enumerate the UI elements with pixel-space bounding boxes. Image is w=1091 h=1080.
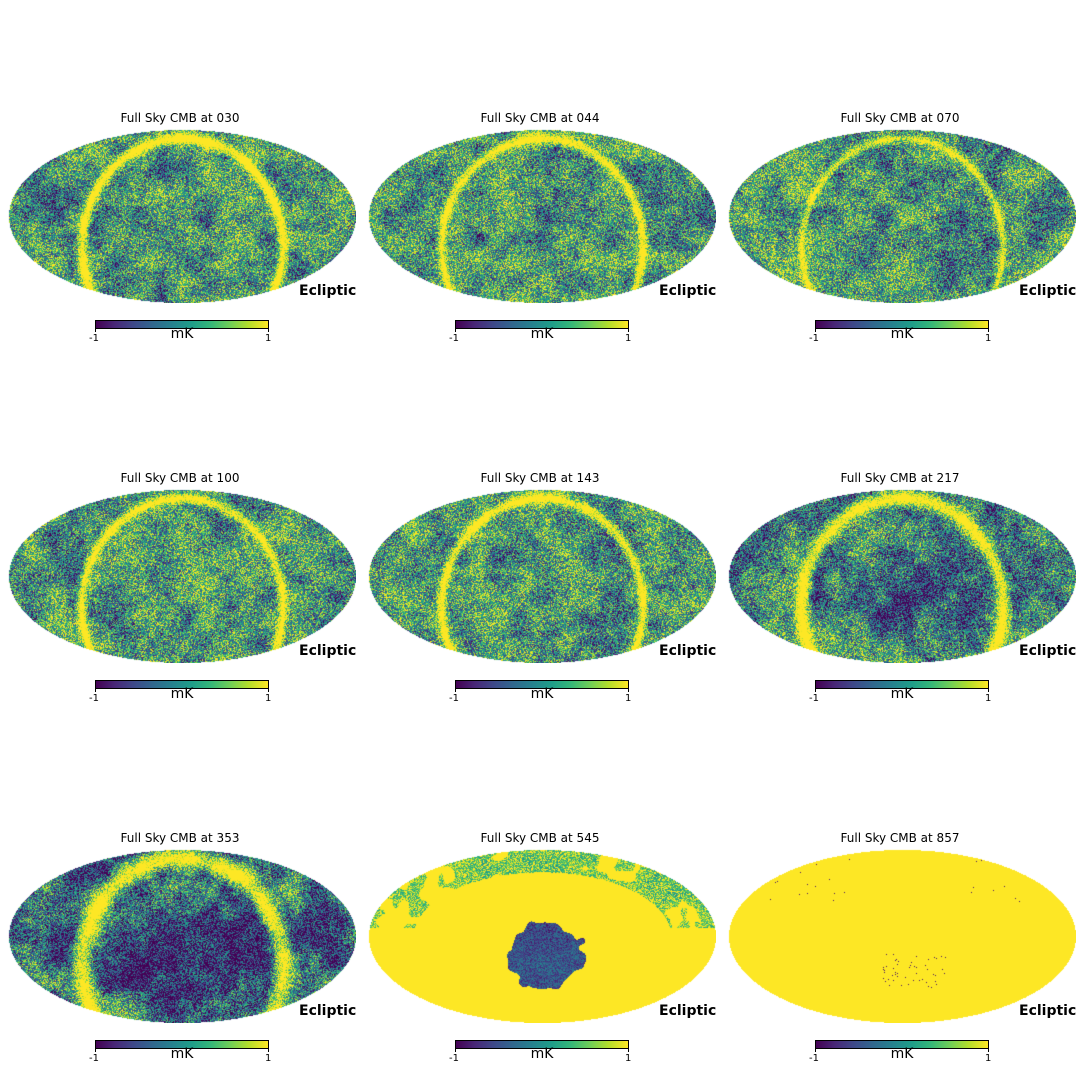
- colorbar-tick: [988, 689, 989, 692]
- colorbar-min-label: -1: [449, 333, 459, 344]
- colorbar: [95, 1040, 269, 1049]
- colorbar-unit-label: mK: [170, 1046, 194, 1062]
- colorbar-max-label: 1: [625, 333, 632, 344]
- colorbar-tick: [455, 329, 456, 332]
- projection-label: Ecliptic: [299, 283, 357, 299]
- colorbar-unit-label: mK: [530, 326, 554, 342]
- colorbar-tick: [628, 689, 629, 692]
- colorbar-tick: [815, 1049, 816, 1052]
- mollweide-sky-map: [368, 129, 716, 303]
- colorbar: [455, 680, 629, 689]
- mollweide-sky-map: [368, 489, 716, 663]
- sky-map-panel: Full Sky CMB at 044 Ecliptic -1 1 mK: [360, 110, 720, 360]
- colorbar: [815, 1040, 989, 1049]
- colorbar-unit-label: mK: [890, 1046, 914, 1062]
- projection-label: Ecliptic: [1019, 283, 1077, 299]
- panel-title: Full Sky CMB at 353: [120, 831, 240, 845]
- projection-label: Ecliptic: [299, 1003, 357, 1019]
- colorbar-unit-label: mK: [170, 326, 194, 342]
- colorbar-unit-label: mK: [890, 326, 914, 342]
- colorbar-unit-label: mK: [170, 686, 194, 702]
- mollweide-sky-map: [8, 489, 356, 663]
- colorbar-min-label: -1: [449, 1053, 459, 1064]
- colorbar-unit-label: mK: [530, 1046, 554, 1062]
- colorbar-min-label: -1: [89, 1053, 99, 1064]
- colorbar-min-label: -1: [809, 693, 819, 704]
- colorbar-unit-label: mK: [530, 686, 554, 702]
- colorbar: [815, 320, 989, 329]
- colorbar-tick: [455, 689, 456, 692]
- colorbar-tick: [455, 1049, 456, 1052]
- colorbar: [95, 320, 269, 329]
- sky-map-panel: Full Sky CMB at 217 Ecliptic -1 1 mK: [720, 470, 1080, 720]
- projection-label: Ecliptic: [659, 1003, 717, 1019]
- colorbar-max-label: 1: [985, 1053, 992, 1064]
- projection-label: Ecliptic: [659, 643, 717, 659]
- mollweide-sky-map: [368, 849, 716, 1023]
- panel-title: Full Sky CMB at 070: [840, 111, 960, 125]
- projection-label: Ecliptic: [1019, 1003, 1077, 1019]
- panel-title: Full Sky CMB at 857: [840, 831, 960, 845]
- mollweide-sky-map: [8, 849, 356, 1023]
- colorbar-max-label: 1: [265, 1053, 272, 1064]
- colorbar: [455, 1040, 629, 1049]
- projection-label: Ecliptic: [659, 283, 717, 299]
- panel-title: Full Sky CMB at 030: [120, 111, 240, 125]
- sky-map-panel: Full Sky CMB at 070 Ecliptic -1 1 mK: [720, 110, 1080, 360]
- mollweide-sky-map: [8, 129, 356, 303]
- panel-title: Full Sky CMB at 217: [840, 471, 960, 485]
- colorbar-tick: [815, 689, 816, 692]
- colorbar-tick: [268, 329, 269, 332]
- panel-title: Full Sky CMB at 143: [480, 471, 600, 485]
- mollweide-sky-map: [728, 129, 1076, 303]
- sky-map-panel: Full Sky CMB at 143 Ecliptic -1 1 mK: [360, 470, 720, 720]
- colorbar: [815, 680, 989, 689]
- colorbar-min-label: -1: [89, 333, 99, 344]
- panel-title: Full Sky CMB at 545: [480, 831, 600, 845]
- colorbar-tick: [95, 329, 96, 332]
- colorbar-max-label: 1: [625, 1053, 632, 1064]
- colorbar-max-label: 1: [265, 333, 272, 344]
- colorbar-tick: [815, 329, 816, 332]
- colorbar-min-label: -1: [449, 693, 459, 704]
- colorbar-tick: [988, 329, 989, 332]
- colorbar-max-label: 1: [625, 693, 632, 704]
- projection-label: Ecliptic: [299, 643, 357, 659]
- panel-title: Full Sky CMB at 100: [120, 471, 240, 485]
- colorbar-tick: [268, 1049, 269, 1052]
- sky-map-panel: Full Sky CMB at 857 Ecliptic -1 1 mK: [720, 830, 1080, 1080]
- colorbar-min-label: -1: [89, 693, 99, 704]
- colorbar-min-label: -1: [809, 333, 819, 344]
- colorbar: [95, 680, 269, 689]
- sky-map-panel: Full Sky CMB at 100 Ecliptic -1 1 mK: [0, 470, 360, 720]
- projection-label: Ecliptic: [1019, 643, 1077, 659]
- mollweide-sky-map: [728, 489, 1076, 663]
- colorbar-tick: [988, 1049, 989, 1052]
- colorbar-tick: [268, 689, 269, 692]
- colorbar-min-label: -1: [809, 1053, 819, 1064]
- colorbar-tick: [95, 689, 96, 692]
- colorbar-max-label: 1: [265, 693, 272, 704]
- colorbar-tick: [628, 1049, 629, 1052]
- colorbar-tick: [95, 1049, 96, 1052]
- sky-map-panel: Full Sky CMB at 030 Ecliptic -1 1 mK: [0, 110, 360, 360]
- colorbar-unit-label: mK: [890, 686, 914, 702]
- colorbar-max-label: 1: [985, 333, 992, 344]
- panel-title: Full Sky CMB at 044: [480, 111, 600, 125]
- sky-map-panel: Full Sky CMB at 545 Ecliptic -1 1 mK: [360, 830, 720, 1080]
- colorbar-tick: [628, 329, 629, 332]
- colorbar-max-label: 1: [985, 693, 992, 704]
- sky-map-panel: Full Sky CMB at 353 Ecliptic -1 1 mK: [0, 830, 360, 1080]
- mollweide-sky-map: [728, 849, 1076, 1023]
- colorbar: [455, 320, 629, 329]
